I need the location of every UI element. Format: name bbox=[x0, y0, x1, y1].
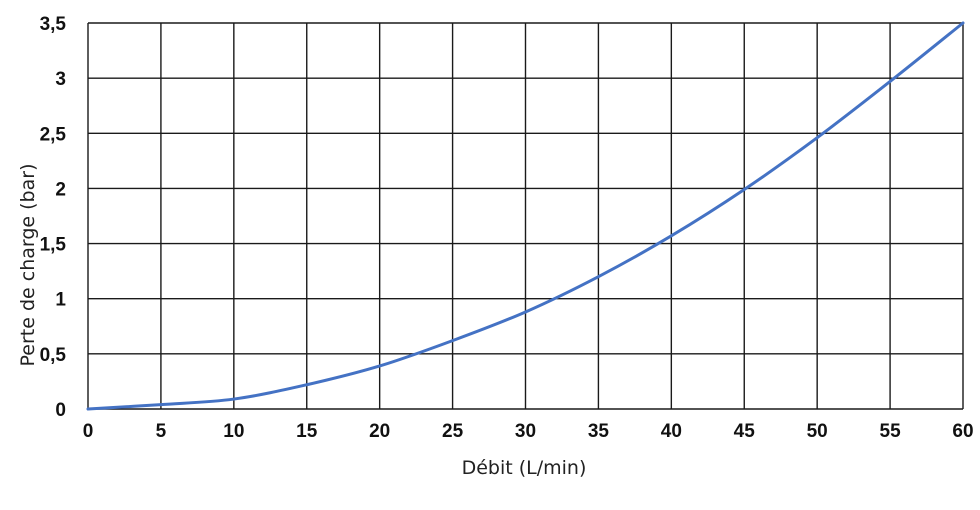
x-tick-label-2: 10 bbox=[223, 421, 244, 442]
x-tick-label-1: 5 bbox=[156, 421, 167, 442]
x-tick-label-6: 30 bbox=[515, 421, 536, 442]
x-tick-label-10: 50 bbox=[807, 421, 828, 442]
series-line-0 bbox=[86, 21, 965, 411]
y-tick-label-3: 1,5 bbox=[40, 235, 67, 256]
x-axis-title: Débit (L/min) bbox=[462, 457, 587, 479]
y-tick-label-7: 3,5 bbox=[40, 14, 67, 35]
x-axis-tick-labels: 0 5 10 15 20 25 30 35 40 45 50 55 60 bbox=[83, 421, 974, 442]
x-tick-label-4: 20 bbox=[369, 421, 390, 442]
y-tick-label-5: 2,5 bbox=[40, 124, 67, 145]
series-layer bbox=[86, 21, 965, 411]
x-tick-label-7: 35 bbox=[588, 421, 610, 442]
x-tick-label-12: 60 bbox=[952, 421, 973, 442]
x-tick-label-9: 45 bbox=[734, 421, 756, 442]
y-tick-label-2: 1 bbox=[55, 290, 66, 311]
grid bbox=[87, 22, 964, 410]
y-tick-label-6: 3 bbox=[55, 69, 66, 90]
x-tick-label-3: 15 bbox=[296, 421, 318, 442]
y-axis-tick-labels: 0 0,5 1 1,5 2 2,5 3 3,5 bbox=[40, 14, 67, 421]
y-tick-label-4: 2 bbox=[55, 179, 66, 200]
x-tick-label-8: 40 bbox=[661, 421, 682, 442]
y-tick-label-1: 0,5 bbox=[40, 345, 67, 366]
y-tick-label-0: 0 bbox=[55, 400, 66, 421]
x-tick-label-0: 0 bbox=[83, 421, 94, 442]
x-tick-label-11: 55 bbox=[880, 421, 902, 442]
x-tick-label-5: 25 bbox=[442, 421, 464, 442]
y-axis-title: Perte de charge (bar) bbox=[17, 164, 39, 367]
